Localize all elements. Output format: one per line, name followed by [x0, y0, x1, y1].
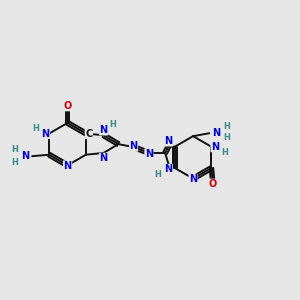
Text: N: N [130, 141, 138, 151]
Text: N: N [145, 149, 153, 159]
Text: H: H [32, 124, 39, 133]
Text: N: N [100, 153, 108, 163]
Text: H: H [11, 158, 18, 167]
Text: O: O [209, 179, 217, 189]
Text: N: N [21, 151, 29, 161]
Text: N: N [164, 164, 172, 174]
Text: H: H [11, 145, 18, 154]
Text: N: N [211, 142, 219, 152]
Text: H: H [110, 120, 116, 129]
Text: N: N [213, 128, 221, 138]
Text: H: H [155, 170, 162, 179]
Text: O: O [63, 101, 72, 111]
Text: N: N [164, 136, 172, 146]
Text: N: N [64, 161, 72, 171]
Text: H: H [224, 133, 230, 142]
Text: N: N [42, 128, 50, 139]
Text: H: H [222, 148, 228, 157]
Text: C: C [85, 128, 92, 139]
Text: H: H [224, 122, 230, 131]
Text: N: N [100, 125, 108, 135]
Text: N: N [189, 174, 197, 184]
